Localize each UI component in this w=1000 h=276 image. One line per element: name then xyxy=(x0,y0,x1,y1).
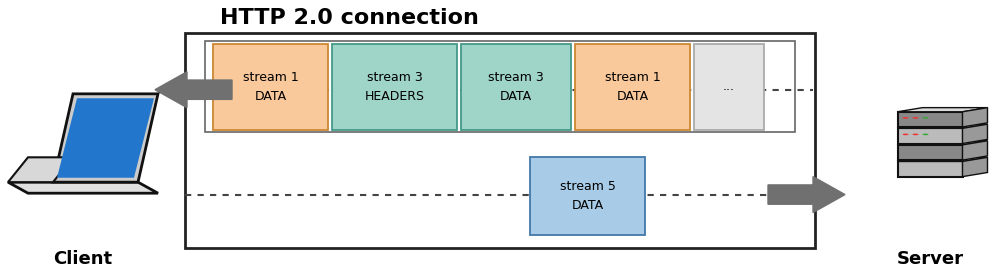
Bar xyxy=(185,33,815,248)
Polygon shape xyxy=(962,124,988,144)
Text: stream 3
DATA: stream 3 DATA xyxy=(488,71,544,103)
Circle shape xyxy=(903,134,909,135)
Polygon shape xyxy=(962,157,988,177)
Text: ...: ... xyxy=(723,80,735,94)
Bar xyxy=(461,44,571,130)
FancyArrow shape xyxy=(155,72,232,108)
Bar xyxy=(694,44,764,130)
Bar xyxy=(898,128,963,144)
Bar xyxy=(898,161,963,177)
Polygon shape xyxy=(57,98,154,178)
Polygon shape xyxy=(898,124,988,128)
Circle shape xyxy=(912,117,919,119)
Polygon shape xyxy=(898,108,988,112)
Bar xyxy=(332,44,457,130)
Polygon shape xyxy=(8,182,158,193)
Bar xyxy=(213,44,328,130)
Circle shape xyxy=(903,117,909,119)
Polygon shape xyxy=(53,94,158,182)
Text: stream 1
DATA: stream 1 DATA xyxy=(243,71,298,103)
Text: Server: Server xyxy=(896,250,964,269)
Polygon shape xyxy=(962,108,988,127)
Text: stream 1
DATA: stream 1 DATA xyxy=(605,71,660,103)
Bar xyxy=(575,44,690,130)
Circle shape xyxy=(923,134,929,135)
Bar xyxy=(205,41,795,132)
FancyArrow shape xyxy=(768,177,845,213)
Polygon shape xyxy=(898,157,988,161)
Polygon shape xyxy=(898,141,988,145)
Text: stream 5
DATA: stream 5 DATA xyxy=(560,180,615,212)
Text: stream 3
HEADERS: stream 3 HEADERS xyxy=(364,71,424,103)
Bar xyxy=(898,145,963,160)
Circle shape xyxy=(912,134,919,135)
Polygon shape xyxy=(8,157,73,182)
Text: Client: Client xyxy=(53,250,113,269)
Circle shape xyxy=(923,117,929,119)
Text: HTTP 2.0 connection: HTTP 2.0 connection xyxy=(220,8,479,28)
Bar xyxy=(530,157,645,235)
Bar xyxy=(898,112,963,127)
Polygon shape xyxy=(962,141,988,160)
